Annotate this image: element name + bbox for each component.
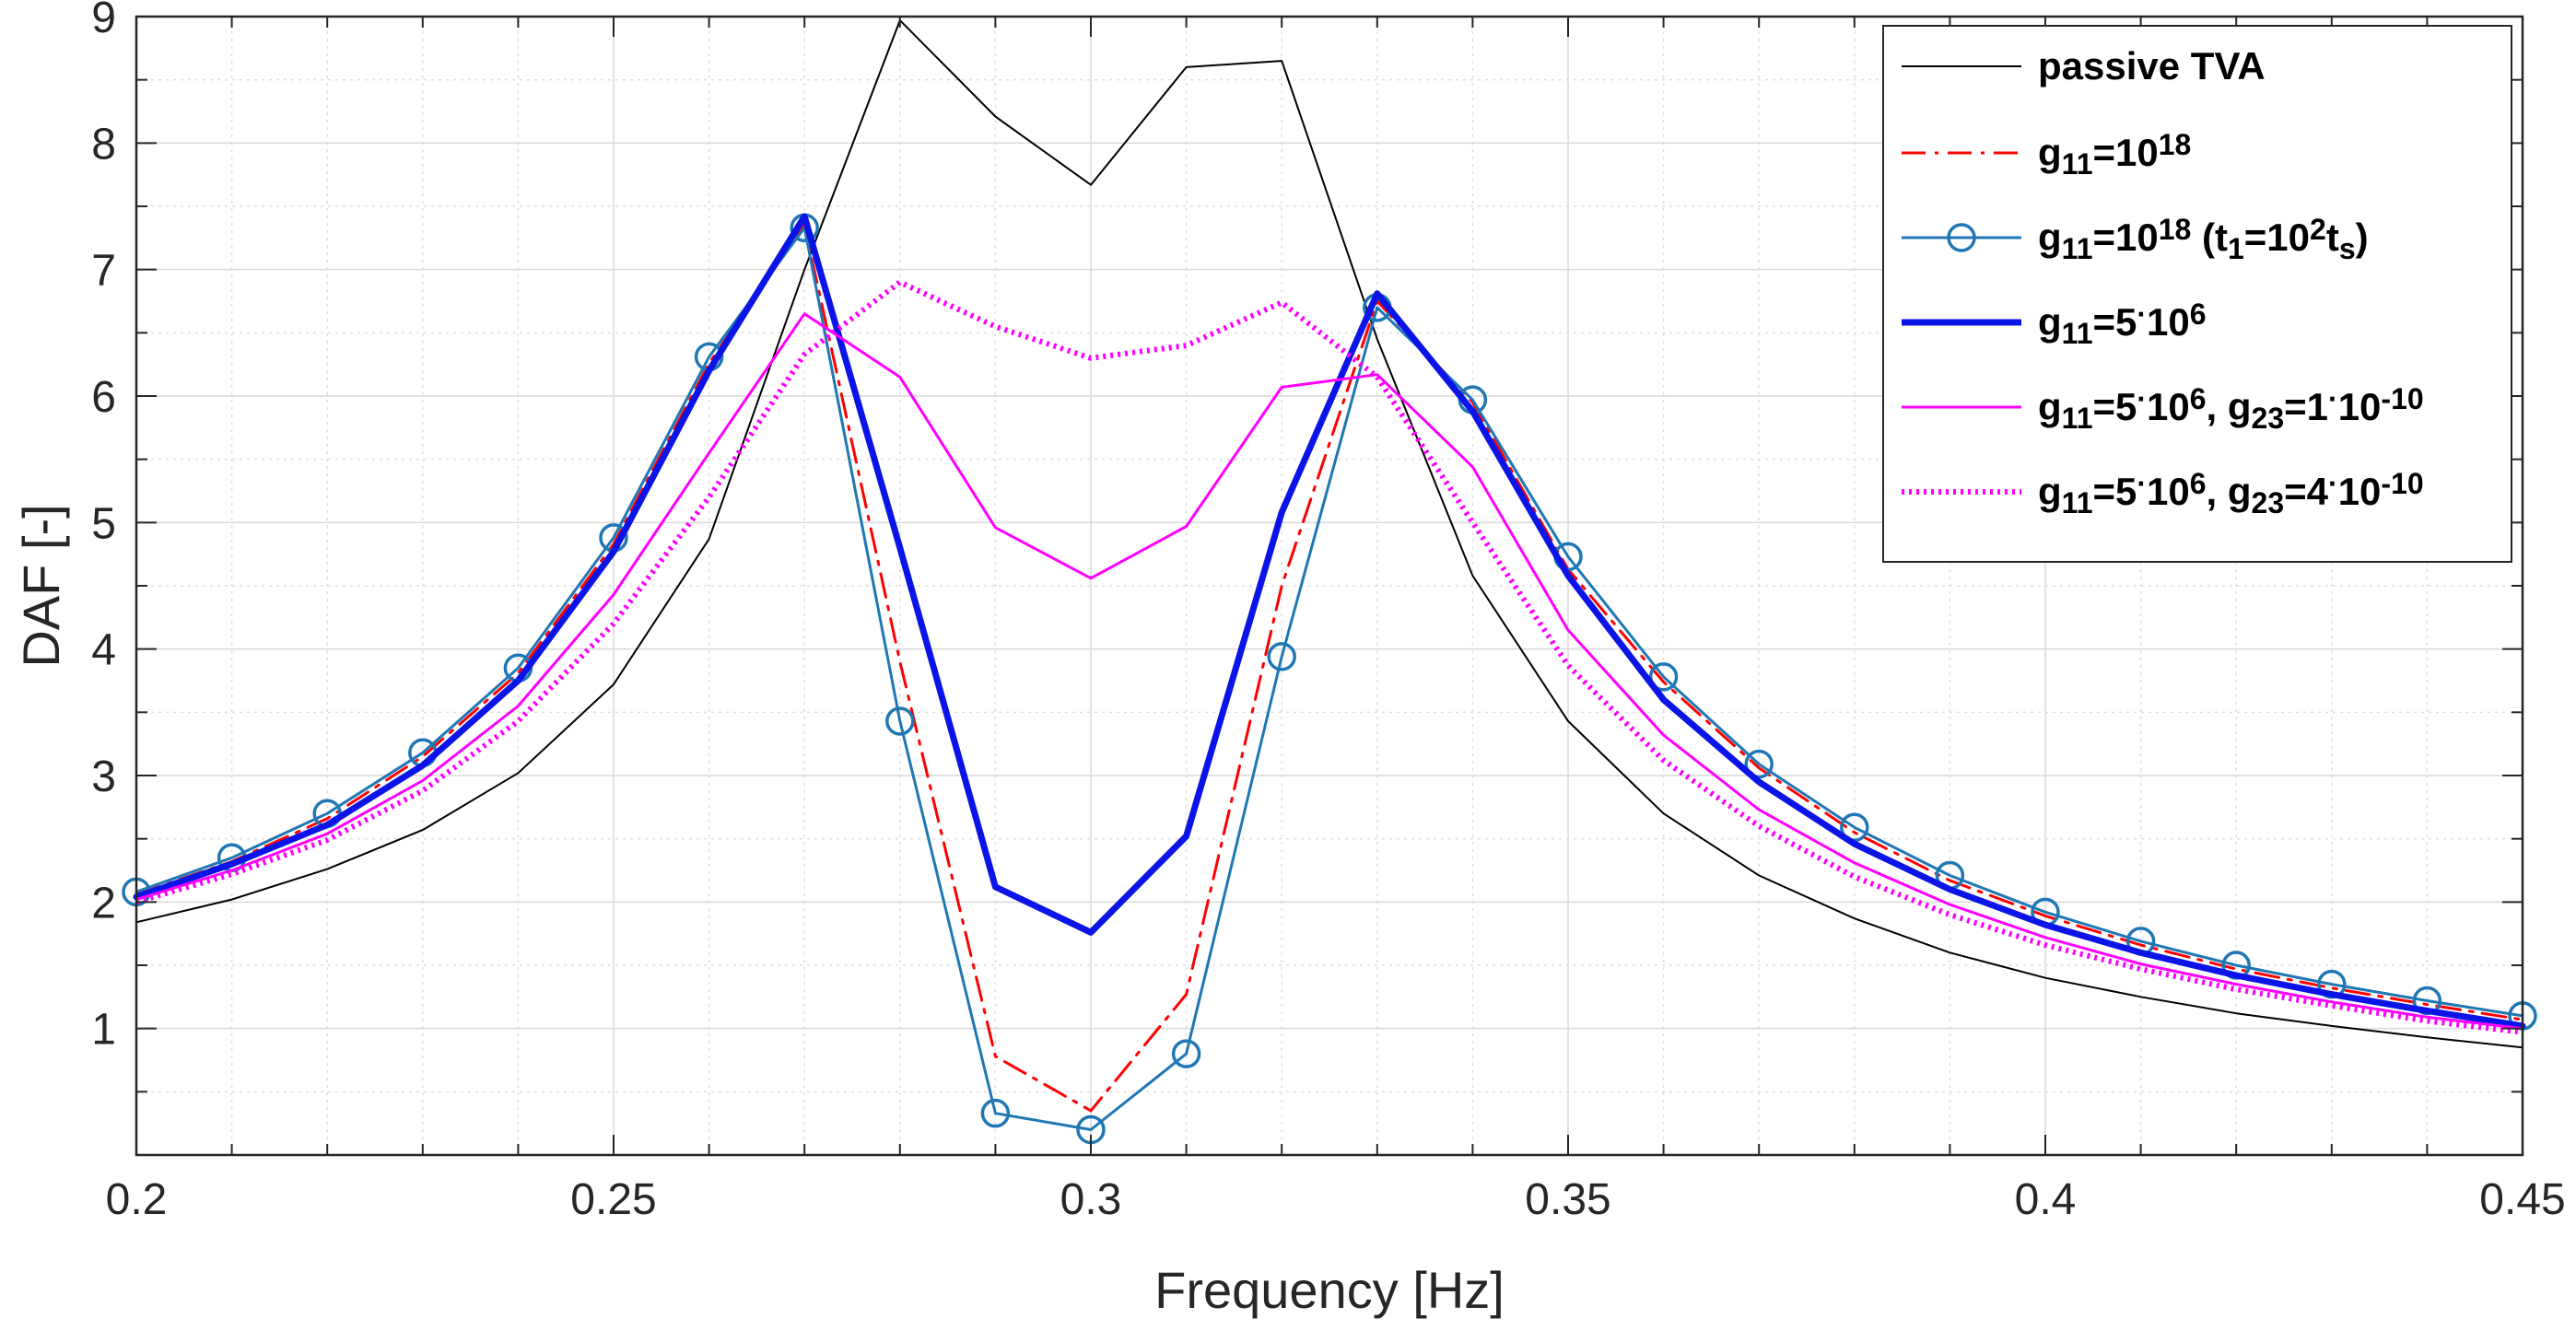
x-tick-label: 0.35 [1525,1175,1610,1224]
legend-box [1882,25,2512,563]
series-3-point [1648,662,1679,692]
y-tick-label: 1 [91,1006,116,1055]
series-2-line [135,224,2524,1113]
series-3-point [885,706,915,736]
ticks: 0.2 0.25 0.3 0.35 0.4 0.45 1 2 3 4 5 6 7 8 9 [91,0,2565,1224]
x-tick-label: 0.45 [2479,1175,2565,1224]
series-3-point [1171,1039,1201,1068]
series-3-legend-label: g11=1018 (t1=102ts) [2038,213,2369,265]
series-6-legend-label: g11=5·106, g23=4·10-10 [2038,467,2424,519]
series-5-line [135,312,2524,1031]
legend: passive TVA g11=1018 g11=1018 (t1=102ts) g1… [1882,25,2512,563]
x-tick-label: 0.4 [2015,1175,2077,1224]
x-axis-label: Frequency [Hz] [1154,1261,1505,1319]
series-2-legend-label: g11=1018 [2038,128,2191,181]
series-group [122,19,2537,1145]
series-3-point [980,1098,1011,1128]
y-tick-label: 3 [91,752,116,801]
series-4-legend-label: g11=5·106 [2038,298,2207,350]
series-1-legend-label: passive TVA [2038,44,2266,88]
x-tick-label: 0.3 [1060,1175,1122,1224]
y-tick-label: 5 [91,499,116,548]
series-6-line [135,279,2523,1035]
series-3-line [135,226,2524,1131]
y-tick-label: 7 [91,247,116,296]
y-axis-label: DAF [-] [12,504,70,667]
x-tick-label: 0.2 [106,1175,168,1224]
y-tick-label: 4 [91,626,116,675]
series-5-legend-label: g11=5·106, g23=1·10-10 [2038,382,2424,435]
y-tick-label: 9 [91,0,116,42]
y-tick-label: 8 [91,120,116,169]
series-3-point [1744,749,1774,779]
y-tick-label: 6 [91,373,116,422]
series-3-point [1267,642,1296,671]
x-tick-label: 0.25 [570,1175,656,1224]
series-1-line [135,19,2523,1049]
series-4-line [133,213,2526,1030]
y-tick-label: 2 [91,879,116,928]
series-3-legend-marker [1947,223,1976,252]
